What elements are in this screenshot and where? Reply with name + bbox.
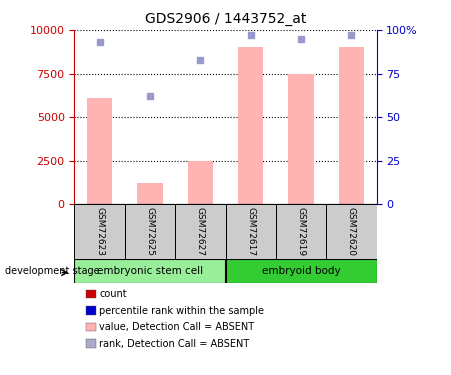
Bar (125, 204, 175, 259)
Text: GSM72625: GSM72625 (146, 207, 154, 256)
Point (298, 36, 305, 42)
Bar (74, 259, 226, 283)
Point (348, 32, 355, 38)
Text: development stage: development stage (5, 266, 99, 276)
Text: embryonic stem cell: embryonic stem cell (97, 266, 203, 276)
Bar (339, 48, 364, 204)
Text: count: count (99, 289, 127, 299)
Text: GSM72627: GSM72627 (196, 207, 205, 256)
Text: percentile rank within the sample: percentile rank within the sample (99, 306, 264, 315)
Bar (326, 204, 377, 259)
Text: GSM72623: GSM72623 (95, 207, 104, 256)
Text: GSM72619: GSM72619 (297, 207, 305, 256)
Point (247, 32, 254, 38)
Text: GSM72617: GSM72617 (246, 207, 255, 256)
Text: rank, Detection Call = ABSENT: rank, Detection Call = ABSENT (99, 339, 249, 348)
Text: value, Detection Call = ABSENT: value, Detection Call = ABSENT (99, 322, 254, 332)
Point (197, 57, 204, 63)
Text: GSM72620: GSM72620 (347, 207, 356, 256)
Bar (276, 204, 326, 259)
Point (96, 39, 103, 45)
Bar (238, 48, 263, 204)
Title: GDS2906 / 1443752_at: GDS2906 / 1443752_at (145, 12, 306, 26)
Bar (87, 98, 112, 204)
Bar (138, 183, 162, 204)
Bar (226, 204, 276, 259)
Bar (74, 204, 125, 259)
Bar (188, 161, 213, 204)
Point (146, 93, 153, 99)
Bar (226, 259, 377, 283)
Bar (175, 204, 226, 259)
Bar (289, 74, 313, 204)
Text: embryoid body: embryoid body (262, 266, 341, 276)
